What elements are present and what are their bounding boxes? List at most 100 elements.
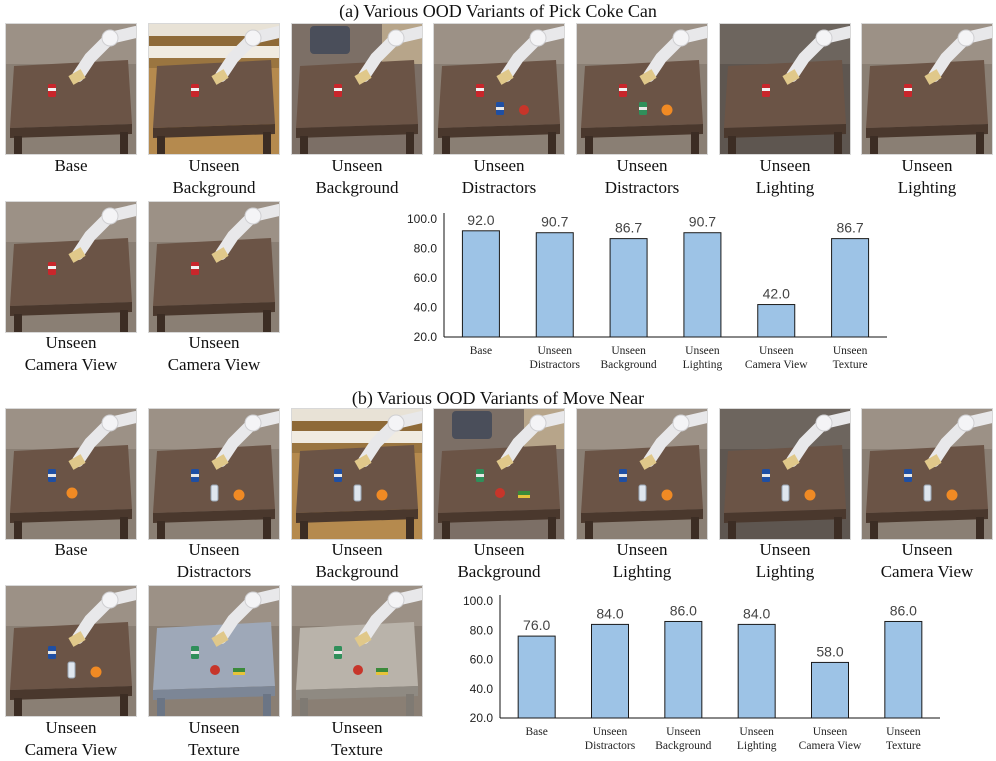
scene-image-7 bbox=[6, 586, 136, 716]
scene-thumbnail bbox=[434, 24, 564, 154]
scene-thumbnail bbox=[149, 586, 279, 716]
thumbnail-caption: Unseen Camera View bbox=[24, 718, 118, 759]
scene-image-2 bbox=[292, 409, 422, 539]
y-tick-label: 100.0 bbox=[463, 594, 493, 608]
x-category-label: Unseen Distractors bbox=[530, 345, 581, 371]
y-tick-label: 20.0 bbox=[470, 711, 494, 725]
scene-image-8 bbox=[149, 586, 279, 716]
thumbnail-caption: Unseen Lighting bbox=[897, 156, 957, 197]
x-category-label: Unseen Lighting bbox=[683, 345, 723, 371]
thumbnail-caption: Unseen Texture bbox=[331, 718, 383, 759]
scene-image-5 bbox=[720, 24, 850, 154]
scene-image-0 bbox=[6, 24, 136, 154]
bar bbox=[664, 620, 703, 719]
thumbnail-caption: Unseen Distractors bbox=[461, 156, 537, 197]
x-category-label: Unseen Distractors bbox=[585, 726, 636, 752]
scene-thumbnail bbox=[292, 409, 422, 539]
scene-thumbnail bbox=[149, 24, 279, 154]
thumbnail-caption: Unseen Background bbox=[172, 156, 256, 197]
bar-value-label: 42.0 bbox=[763, 286, 790, 302]
bar-value-label: 84.0 bbox=[743, 605, 770, 621]
scene-image-0 bbox=[6, 409, 136, 539]
bar bbox=[831, 238, 870, 338]
x-category-label: Unseen Background bbox=[600, 345, 656, 371]
scene-thumbnail bbox=[6, 202, 136, 332]
x-category-label: Base bbox=[525, 726, 547, 738]
scene-image-5 bbox=[720, 409, 850, 539]
scene-image-4 bbox=[577, 409, 707, 539]
scene-thumbnail bbox=[720, 409, 850, 539]
x-category-label: Unseen Lighting bbox=[737, 726, 777, 752]
bar-value-label: 86.0 bbox=[670, 602, 697, 618]
thumbnail-caption: Base bbox=[54, 540, 88, 559]
scene-image-9 bbox=[292, 586, 422, 716]
bar-value-label: 86.7 bbox=[836, 220, 863, 236]
scene-thumbnail bbox=[577, 24, 707, 154]
thumbnail-caption: Unseen Lighting bbox=[755, 540, 815, 581]
thumbnail-caption: Unseen Distractors bbox=[176, 540, 252, 581]
thumbnail-caption: Base bbox=[54, 156, 88, 175]
move-near-success-chart: 20.0 40.0 60.0 80.0 100.0 76.0 Base 84.0 Unseen D… bbox=[463, 594, 940, 752]
bar-value-label: 90.7 bbox=[689, 214, 716, 230]
scene-image-2 bbox=[292, 24, 422, 154]
y-tick-label: 100.0 bbox=[407, 212, 437, 226]
bar-value-label: 90.7 bbox=[541, 214, 568, 230]
thumbnail-caption: Unseen Lighting bbox=[755, 156, 815, 197]
bar bbox=[461, 230, 500, 338]
thumbnail-caption: Unseen Background bbox=[457, 540, 541, 581]
scene-thumbnail bbox=[862, 24, 992, 154]
bar-value-label: 84.0 bbox=[596, 605, 623, 621]
x-category-label: Unseen Background bbox=[655, 726, 711, 752]
scene-thumbnail bbox=[720, 24, 850, 154]
scene-image-1 bbox=[149, 24, 279, 154]
bar bbox=[609, 238, 648, 338]
scene-thumbnail bbox=[6, 586, 136, 716]
scene-thumbnail bbox=[6, 409, 136, 539]
x-category-label: Base bbox=[470, 345, 492, 357]
bar-value-label: 76.0 bbox=[523, 617, 550, 633]
y-tick-label: 60.0 bbox=[470, 653, 494, 667]
scene-image-1 bbox=[149, 409, 279, 539]
bar bbox=[683, 232, 722, 338]
scene-image-7 bbox=[6, 202, 136, 332]
thumbnail-caption: Unseen Lighting bbox=[612, 540, 672, 581]
thumbnail-caption: Unseen Distractors bbox=[604, 156, 680, 197]
bar-value-label: 86.7 bbox=[615, 220, 642, 236]
scene-thumbnail bbox=[149, 409, 279, 539]
bar bbox=[757, 304, 796, 338]
pick-coke-can-success-chart: 20.0 40.0 60.0 80.0 100.0 92.0 Base 90.7 Unseen D… bbox=[407, 212, 887, 371]
bar bbox=[884, 620, 923, 719]
scene-thumbnail bbox=[434, 409, 564, 539]
scene-image-8 bbox=[149, 202, 279, 332]
scene-image-4 bbox=[577, 24, 707, 154]
scene-thumbnail bbox=[577, 409, 707, 539]
scene-thumbnail bbox=[862, 409, 992, 539]
bar bbox=[737, 623, 776, 719]
scene-image-3 bbox=[434, 409, 564, 539]
bar bbox=[591, 623, 629, 719]
x-category-label: Unseen Camera View bbox=[745, 345, 808, 371]
y-tick-label: 20.0 bbox=[414, 330, 438, 344]
y-tick-label: 80.0 bbox=[414, 242, 438, 256]
x-category-label: Unseen Camera View bbox=[799, 726, 862, 752]
scene-thumbnail bbox=[149, 202, 279, 332]
bar bbox=[535, 232, 574, 338]
thumbnail-caption: Unseen Background bbox=[315, 540, 399, 581]
x-category-label: Unseen Texture bbox=[833, 345, 868, 371]
scene-thumbnail bbox=[6, 24, 136, 154]
y-tick-label: 80.0 bbox=[470, 623, 494, 637]
bar-value-label: 92.0 bbox=[467, 212, 494, 228]
y-tick-label: 60.0 bbox=[414, 271, 438, 285]
thumbnail-caption: Unseen Texture bbox=[188, 718, 240, 759]
thumbnail-caption: Unseen Background bbox=[315, 156, 399, 197]
scene-image-6 bbox=[862, 24, 992, 154]
y-tick-label: 40.0 bbox=[414, 301, 438, 315]
bar bbox=[517, 635, 556, 719]
x-category-label: Unseen Texture bbox=[886, 726, 921, 752]
section-title-move-near: (b) Various OOD Variants of Move Near bbox=[351, 388, 645, 408]
scene-image-6 bbox=[862, 409, 992, 539]
thumbnail-caption: Unseen Camera View bbox=[880, 540, 974, 581]
scene-thumbnail bbox=[292, 586, 422, 716]
bar bbox=[811, 661, 849, 719]
y-tick-label: 40.0 bbox=[470, 682, 494, 696]
